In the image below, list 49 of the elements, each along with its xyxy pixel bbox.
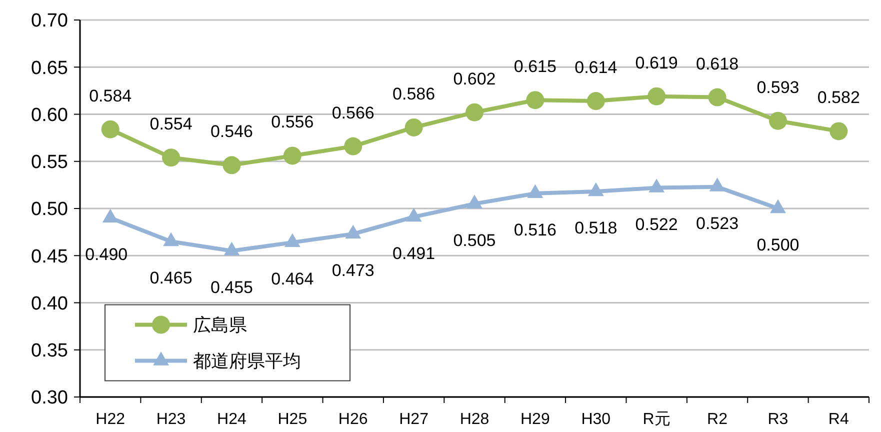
data-label: 0.523 xyxy=(696,214,739,233)
data-label: 0.615 xyxy=(514,57,556,76)
data-label: 0.614 xyxy=(574,58,618,78)
data-label: 0.554 xyxy=(150,114,192,134)
data-label: 0.582 xyxy=(817,88,860,108)
y-tick-label: 0.60 xyxy=(31,104,68,126)
y-tick-label: 0.45 xyxy=(31,246,68,268)
data-label: 0.464 xyxy=(271,269,314,288)
legend-label: 広島県 xyxy=(193,315,247,336)
x-tick-label: R元 xyxy=(642,411,670,428)
data-label: 0.522 xyxy=(635,214,678,234)
y-tick-label: 0.70 xyxy=(31,10,68,32)
data-label: 0.500 xyxy=(756,236,800,254)
x-tick-label: H23 xyxy=(156,411,186,428)
x-tick-label: R3 xyxy=(768,411,788,428)
data-label: 0.455 xyxy=(210,278,254,297)
x-tick-label: H24 xyxy=(217,411,247,428)
data-label: 0.556 xyxy=(271,112,314,132)
data-label: 0.465 xyxy=(150,268,192,288)
data-label: 0.491 xyxy=(392,244,436,263)
x-tick-label: H25 xyxy=(278,411,308,428)
data-label: 0.593 xyxy=(756,78,800,97)
x-tick-label: H29 xyxy=(520,411,550,428)
x-tick-label: H27 xyxy=(399,411,429,428)
data-label: 0.546 xyxy=(210,122,254,142)
data-label: 0.566 xyxy=(332,103,374,122)
data-label: 0.619 xyxy=(635,53,678,72)
data-label: 0.584 xyxy=(89,86,132,106)
data-label: 0.490 xyxy=(85,244,128,264)
data-label: 0.602 xyxy=(453,69,496,88)
x-tick-label: H22 xyxy=(96,411,126,428)
x-tick-label: R4 xyxy=(828,411,849,428)
legend-label: 都道府県平均 xyxy=(193,351,301,372)
x-tick-label: H26 xyxy=(338,411,368,428)
data-label: 0.586 xyxy=(392,84,436,104)
y-tick-label: 0.30 xyxy=(31,388,68,409)
x-tick-label: H28 xyxy=(460,411,490,428)
data-label: 0.518 xyxy=(574,218,618,238)
y-tick-label: 0.65 xyxy=(31,58,68,79)
x-tick-label: H30 xyxy=(581,411,611,428)
y-tick-label: 0.50 xyxy=(31,199,68,220)
y-tick-label: 0.40 xyxy=(31,293,68,314)
x-tick-label: R2 xyxy=(707,411,728,428)
y-tick-label: 0.35 xyxy=(31,340,68,362)
data-label: 0.516 xyxy=(514,220,556,240)
data-label: 0.505 xyxy=(453,230,496,250)
y-tick-label: 0.55 xyxy=(31,152,68,174)
data-label: 0.618 xyxy=(696,54,739,74)
data-label: 0.473 xyxy=(332,260,374,280)
